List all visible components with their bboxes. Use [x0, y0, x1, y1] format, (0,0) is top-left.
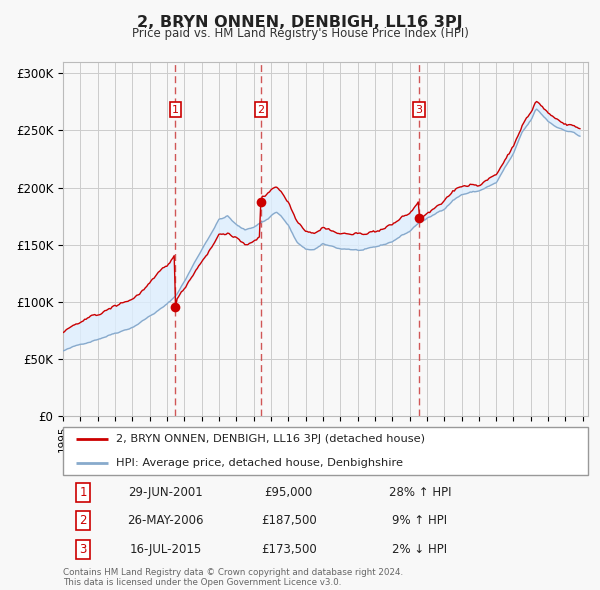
Text: Price paid vs. HM Land Registry's House Price Index (HPI): Price paid vs. HM Land Registry's House …	[131, 27, 469, 40]
Text: 3: 3	[79, 543, 86, 556]
Text: 28% ↑ HPI: 28% ↑ HPI	[389, 486, 451, 499]
Text: 2, BRYN ONNEN, DENBIGH, LL16 3PJ (detached house): 2, BRYN ONNEN, DENBIGH, LL16 3PJ (detach…	[115, 434, 425, 444]
Text: HPI: Average price, detached house, Denbighshire: HPI: Average price, detached house, Denb…	[115, 458, 403, 468]
FancyBboxPatch shape	[63, 427, 588, 475]
Text: 9% ↑ HPI: 9% ↑ HPI	[392, 514, 448, 527]
Text: 2, BRYN ONNEN, DENBIGH, LL16 3PJ: 2, BRYN ONNEN, DENBIGH, LL16 3PJ	[137, 15, 463, 30]
Text: 1: 1	[172, 105, 179, 114]
Text: £173,500: £173,500	[261, 543, 317, 556]
Text: 2: 2	[79, 514, 87, 527]
Text: £187,500: £187,500	[261, 514, 317, 527]
Text: 2: 2	[257, 105, 264, 114]
Text: 26-MAY-2006: 26-MAY-2006	[127, 514, 203, 527]
Text: 16-JUL-2015: 16-JUL-2015	[129, 543, 202, 556]
Text: Contains HM Land Registry data © Crown copyright and database right 2024.
This d: Contains HM Land Registry data © Crown c…	[63, 568, 403, 587]
Text: £95,000: £95,000	[265, 486, 313, 499]
Text: 2% ↓ HPI: 2% ↓ HPI	[392, 543, 448, 556]
Text: 3: 3	[415, 105, 422, 114]
Text: 29-JUN-2001: 29-JUN-2001	[128, 486, 203, 499]
Text: 1: 1	[79, 486, 87, 499]
